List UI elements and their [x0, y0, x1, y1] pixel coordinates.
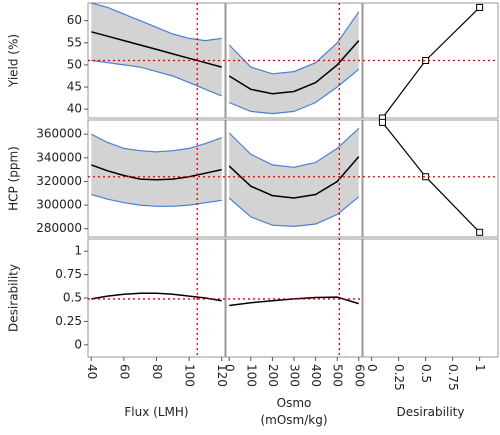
prediction-line [91, 164, 222, 181]
desirability-point [476, 3, 484, 11]
y-tick-label: 0.25 [55, 314, 82, 328]
x-axis-title: Desirability [396, 405, 465, 419]
band-edge [91, 193, 222, 207]
desirability-point [378, 118, 386, 126]
x-tick-label: 200 [266, 364, 280, 387]
x-tick-label: 1 [473, 364, 487, 372]
band-edge [228, 127, 360, 168]
y-tick-label: 60 [67, 13, 82, 27]
y-tick-label: 0.75 [55, 267, 82, 281]
panel-frame [225, 119, 363, 238]
y-tick-label: 0 [74, 337, 82, 351]
y-tick-label: 0.5 [63, 291, 82, 305]
desirability-point [476, 228, 484, 236]
prediction-line [228, 40, 360, 95]
band-edge [91, 59, 222, 97]
band-edge [91, 2, 222, 42]
band-edge [228, 11, 360, 75]
y-axis-title: Desirability [7, 264, 21, 332]
desirability-line [381, 122, 481, 233]
x-tick-label: 500 [331, 364, 345, 387]
y-tick-label: 40 [67, 102, 82, 116]
confidence-band [229, 11, 359, 114]
y-tick-label: 300000 [36, 198, 82, 212]
x-tick-label: 60 [117, 364, 131, 379]
y-tick-label: 55 [67, 35, 82, 49]
x-tick-label: 120 [215, 364, 229, 387]
x-tick-label: 0 [365, 364, 379, 372]
y-tick-label: 320000 [36, 174, 82, 188]
x-axis-title: Osmo (mOsm/kg) [260, 396, 328, 427]
x-tick-label: 100 [244, 364, 258, 387]
confidence-band [91, 134, 222, 207]
x-tick-label: 100 [183, 364, 197, 387]
y-axis-title: HCP (ppm) [7, 146, 21, 211]
x-axis-title: Flux (LMH) [124, 405, 189, 419]
panel-frame [87, 119, 226, 238]
y-tick-label: 340000 [36, 150, 82, 164]
panel-frame [362, 238, 499, 358]
x-tick-label: 300 [288, 364, 302, 387]
x-tick-label: 0.75 [446, 364, 460, 391]
y-tick-label: 360000 [36, 127, 82, 141]
y-tick-label: 280000 [36, 221, 82, 235]
x-tick-label: 0.25 [392, 364, 406, 391]
y-tick-label: 45 [67, 80, 82, 94]
desirability-line [381, 6, 481, 119]
x-tick-label: 0 [223, 364, 237, 372]
x-tick-label: 600 [352, 364, 366, 387]
prediction-line [228, 156, 360, 199]
panel-frame [225, 2, 363, 119]
x-tick-label: 0.5 [419, 364, 433, 383]
band-edge [228, 68, 360, 115]
prediction-line [91, 292, 222, 302]
y-tick-label: 50 [67, 57, 82, 71]
x-tick-label: 400 [309, 364, 323, 387]
y-tick-label: 1 [74, 244, 82, 258]
prediction-line [91, 31, 222, 68]
x-tick-label: 80 [150, 364, 164, 379]
panel-frame [362, 119, 499, 238]
band-edge [91, 133, 222, 153]
band-edge [228, 196, 360, 228]
x-tick-label: 40 [85, 364, 99, 379]
y-axis-title: Yield (%) [7, 34, 21, 88]
